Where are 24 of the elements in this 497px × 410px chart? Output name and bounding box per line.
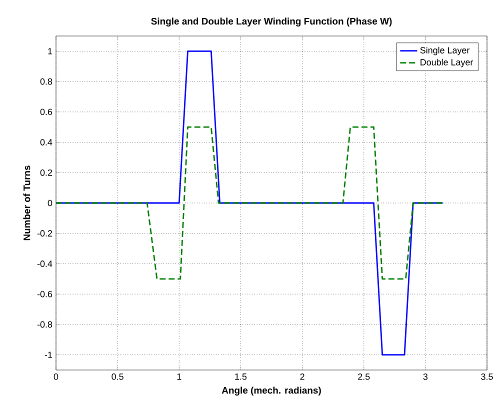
- y-tick-label: -0.2: [37, 230, 52, 237]
- x-tick-label: 3.5: [481, 374, 493, 380]
- y-tick-label: -0.4: [37, 260, 52, 267]
- x-tick-label: 0: [54, 374, 58, 380]
- y-tick-label: -1: [44, 352, 52, 358]
- y-tick-label: 0: [48, 200, 52, 206]
- chart-title: Single and Double Layer Winding Function (Phase W): [151, 18, 392, 26]
- y-tick-label: 1: [48, 48, 52, 54]
- y-tick-label: -0.8: [37, 321, 52, 328]
- y-tick-label: 0.6: [40, 108, 52, 116]
- legend-label: Single Layer: [420, 46, 470, 56]
- legend-label: Double Layer: [420, 58, 474, 68]
- y-axis-title: Number of Turns: [23, 166, 30, 240]
- x-tick-label: 1: [177, 374, 182, 380]
- x-tick-label: 2.5: [358, 374, 370, 380]
- x-tick-label: 3: [423, 374, 428, 380]
- y-tick-label: 0.8: [40, 78, 52, 85]
- x-tick-label: 0.5: [112, 374, 124, 380]
- y-tick-label: 0.2: [40, 169, 52, 176]
- y-tick-label: -0.6: [37, 290, 52, 298]
- x-axis-title: Angle (mech. radians): [222, 386, 321, 396]
- x-tick-label: 2: [300, 374, 304, 380]
- y-tick-label: 0.4: [40, 139, 52, 146]
- x-tick-label: 1.5: [235, 374, 247, 380]
